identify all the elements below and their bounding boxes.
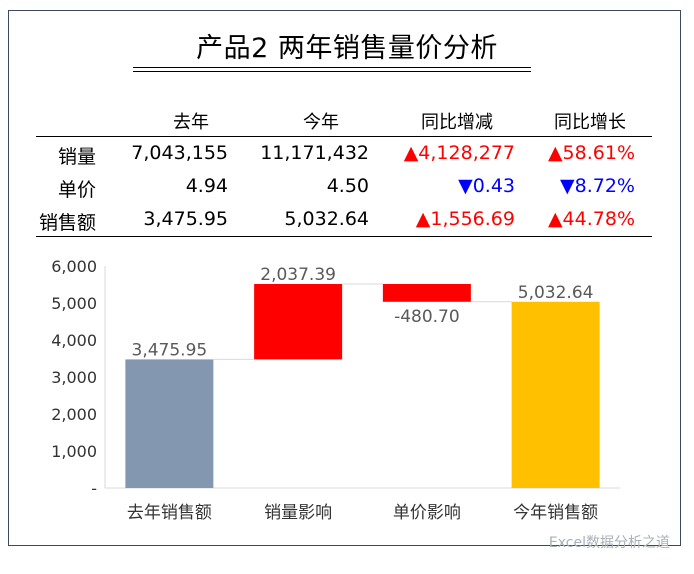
title-underline-2 [133, 71, 531, 72]
watermark: Excel数据分析之道 [548, 535, 670, 551]
data-label: 5,032.64 [518, 283, 594, 303]
y-tick-label: 4,000 [51, 331, 97, 350]
cell-pct: ▼8.72% [560, 175, 635, 197]
title-underline-1 [133, 67, 531, 68]
bar-4 [511, 301, 600, 488]
data-label: 3,475.95 [132, 340, 208, 360]
col-header-yoy-change: 同比增减 [421, 112, 493, 133]
cell-this: 5,032.64 [284, 208, 369, 230]
cell-this: 4.50 [326, 175, 369, 197]
row-label: 销量 [57, 146, 96, 168]
col-header-yoy-growth: 同比增长 [554, 112, 626, 133]
y-tick-label: 6,000 [51, 257, 97, 276]
cell-diff: ▲4,128,277 [403, 142, 515, 164]
x-tick-label: 去年销售额 [127, 503, 212, 523]
bar-2 [254, 284, 343, 360]
table-row-price: 单价 4.94 4.50 ▼0.43 ▼8.72% [0, 175, 680, 205]
x-tick-label: 销量影响 [264, 503, 332, 523]
table-row-sales: 销售额 3,475.95 5,032.64 ▲1,556.69 ▲44.78% [0, 208, 680, 238]
cell-diff: ▼0.43 [458, 175, 515, 197]
bar-3 [382, 284, 471, 302]
y-tick-label: 2,000 [51, 405, 97, 424]
table-bottom-rule [36, 236, 652, 237]
y-tick-label: 1,000 [51, 442, 97, 461]
data-label: 2,037.39 [260, 265, 336, 285]
data-label: -480.70 [394, 307, 460, 327]
cell-last: 3,475.95 [143, 208, 228, 230]
cell-pct: ▲58.61% [547, 142, 635, 164]
col-header-this-year: 今年 [303, 112, 339, 133]
cell-diff: ▲1,556.69 [415, 208, 515, 230]
y-tick-label: - [91, 479, 97, 498]
y-tick-label: 3,000 [51, 368, 97, 387]
bar-1 [125, 359, 214, 488]
row-label: 销售额 [38, 212, 96, 234]
cell-this: 11,171,432 [260, 142, 369, 164]
cell-pct: ▲44.78% [547, 208, 635, 230]
table-row-volume: 销量 7,043,155 11,171,432 ▲4,128,277 ▲58.6… [0, 142, 680, 172]
cell-last: 7,043,155 [131, 142, 228, 164]
y-tick-label: 5,000 [51, 294, 97, 313]
x-tick-label: 今年销售额 [513, 503, 598, 523]
col-header-last-year: 去年 [173, 112, 209, 133]
chart-title: 产品2 两年销售量价分析 [196, 33, 498, 64]
x-tick-label: 单价影响 [393, 503, 461, 523]
cell-last: 4.94 [185, 175, 228, 197]
row-label: 单价 [57, 179, 96, 201]
table-top-rule [36, 136, 652, 137]
